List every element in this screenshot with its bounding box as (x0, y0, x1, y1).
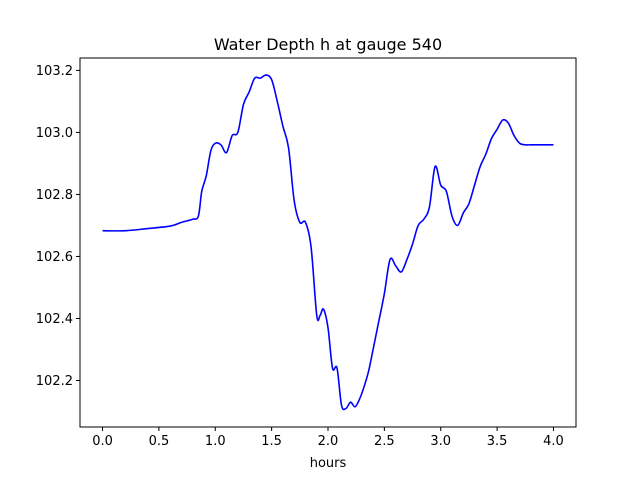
x-tick-label: 0.5 (149, 434, 170, 449)
x-tick-label: 3.5 (487, 434, 508, 449)
series-line-0 (102, 74, 554, 411)
x-tick-label: 2.0 (318, 434, 339, 449)
y-tick-label: 103.0 (36, 126, 73, 141)
y-tick-label: 102.4 (36, 312, 73, 327)
y-tick-label: 102.2 (36, 374, 73, 389)
x-tick-label: 0.0 (92, 434, 113, 449)
y-tick-label: 103.2 (36, 64, 73, 79)
plot-area (102, 74, 554, 411)
x-tick-label: 1.0 (205, 434, 226, 449)
x-axis-ticks: 0.0 0.5 1.0 1.5 2.0 2.5 3.0 3.5 4.0 (92, 427, 564, 449)
chart-title: Water Depth h at gauge 540 (214, 35, 442, 54)
x-axis-label: hours (310, 456, 347, 471)
x-tick-label: 1.5 (261, 434, 282, 449)
y-axis-ticks: 102.2 102.4 102.6 102.8 103.0 103.2 (36, 64, 80, 389)
y-tick-label: 102.6 (36, 250, 73, 265)
plot-frame (79, 57, 577, 428)
x-tick-label: 2.5 (374, 434, 395, 449)
y-tick-label: 102.8 (36, 188, 73, 203)
x-tick-label: 4.0 (543, 434, 564, 449)
x-tick-label: 3.0 (430, 434, 451, 449)
